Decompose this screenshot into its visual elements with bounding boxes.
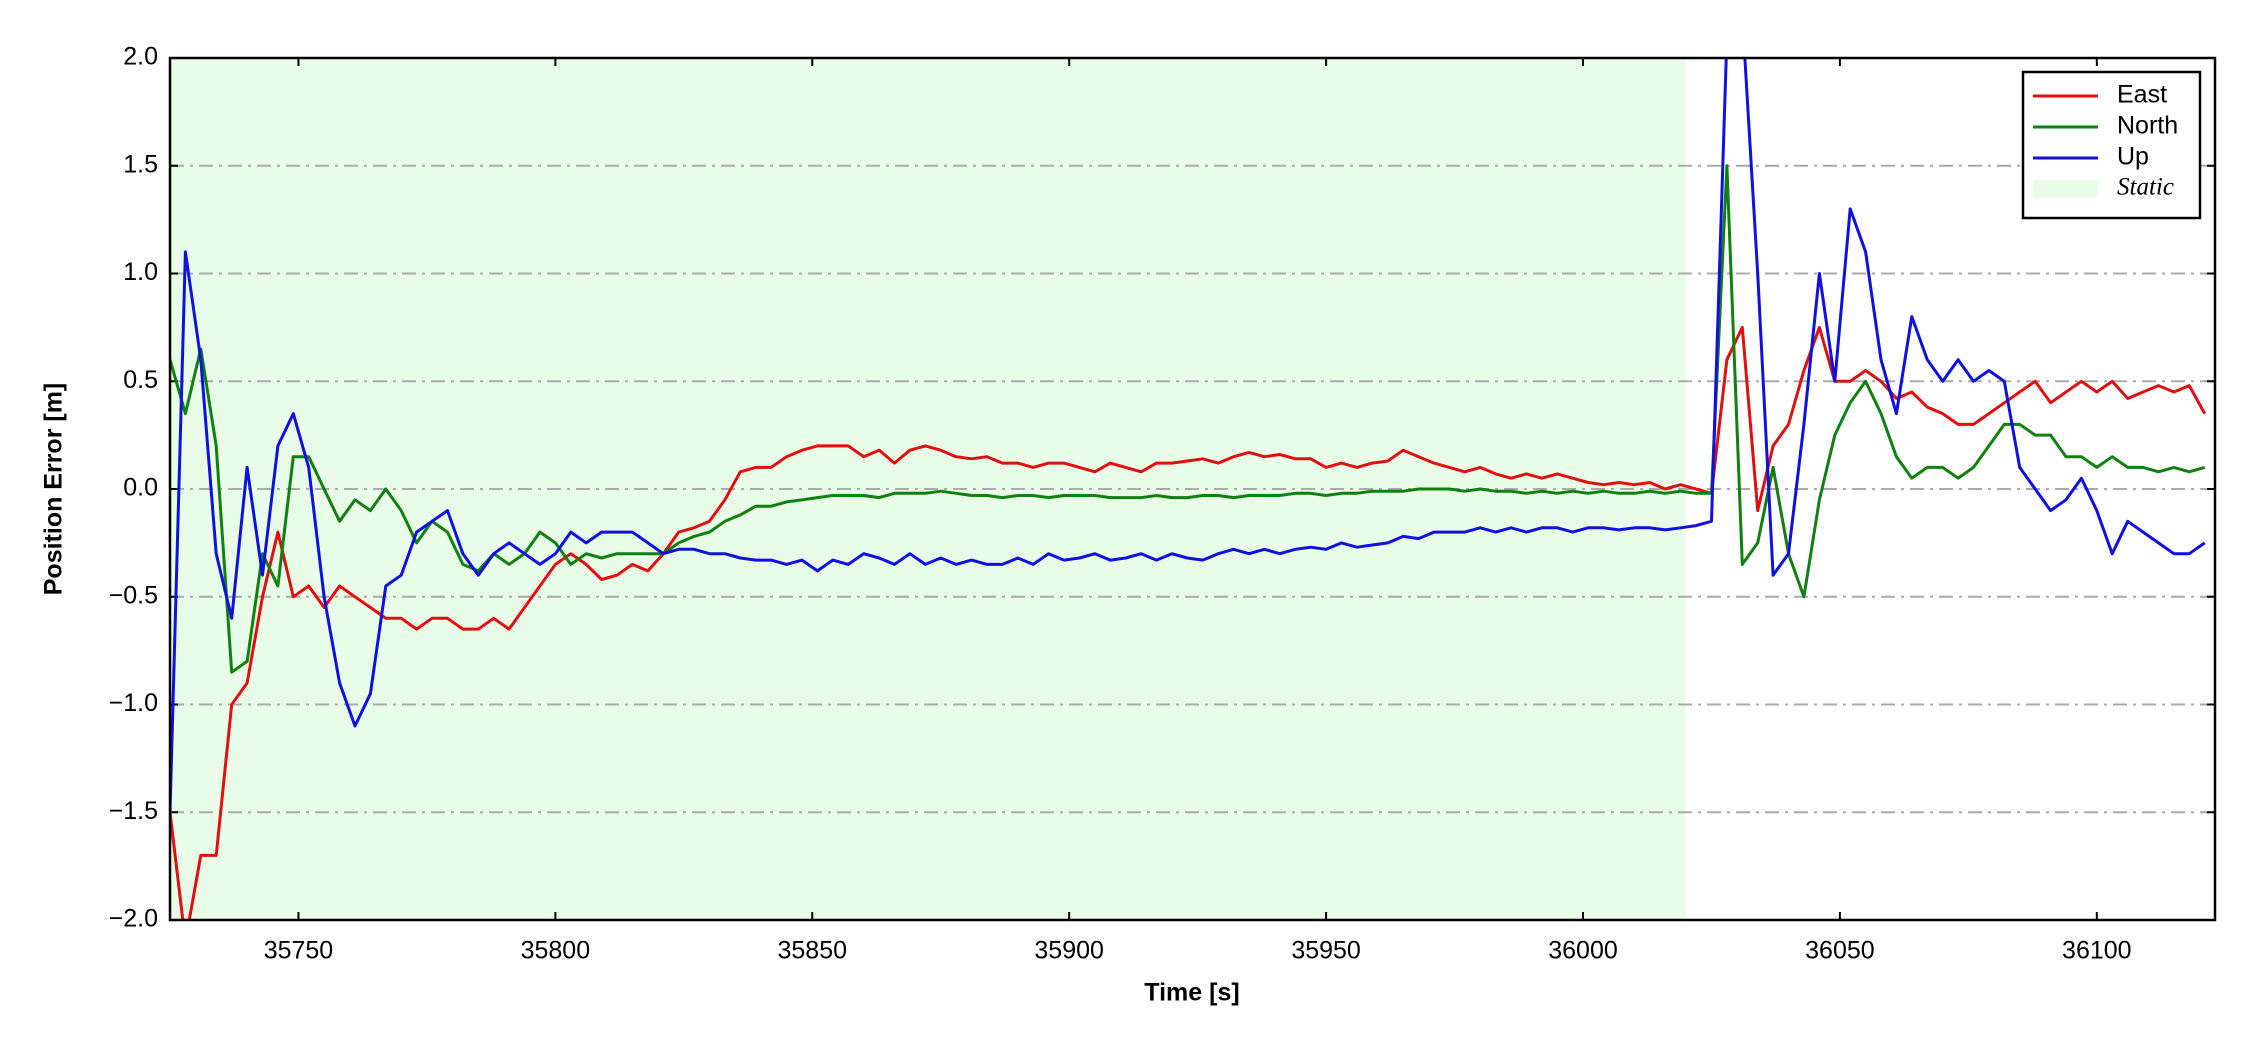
y-tick-label: −1.0 [109, 689, 158, 717]
y-tick-label: −1.5 [109, 797, 158, 825]
x-axis-label: Time [s] [1144, 979, 1239, 1007]
y-tick-label: 2.0 [123, 43, 158, 71]
series-line [170, 325, 2207, 920]
y-tick-label: −0.5 [109, 581, 158, 609]
x-tick-label: 36100 [2062, 937, 2132, 965]
legend-label: Up [2117, 143, 2149, 171]
y-tick-label: 0.0 [123, 474, 158, 502]
y-axis-label: Position Error [m] [40, 383, 68, 596]
x-tick-label: 35800 [521, 937, 591, 965]
x-tick-label: 36050 [1805, 937, 1875, 965]
y-tick-label: 1.5 [123, 150, 158, 178]
series-line [170, 164, 2206, 674]
x-tick-label: 35750 [264, 937, 334, 965]
x-tick-label: 36000 [1548, 937, 1618, 965]
series-line [170, 58, 2206, 813]
legend-label: East [2117, 81, 2167, 109]
y-tick-label: 1.0 [123, 258, 158, 286]
y-tick-label: −2.0 [109, 905, 158, 933]
y-tick-label: 0.5 [123, 366, 158, 394]
x-tick-label: 35950 [1291, 937, 1361, 965]
legend: East North Up Static [2021, 70, 2202, 220]
x-tick-label: 35850 [778, 937, 848, 965]
legend-label: North [2117, 112, 2178, 140]
x-tick-label: 35900 [1034, 937, 1104, 965]
plot-frame [168, 56, 2217, 922]
legend-label: Static [2117, 174, 2174, 201]
legend-swatch [2033, 180, 2098, 198]
